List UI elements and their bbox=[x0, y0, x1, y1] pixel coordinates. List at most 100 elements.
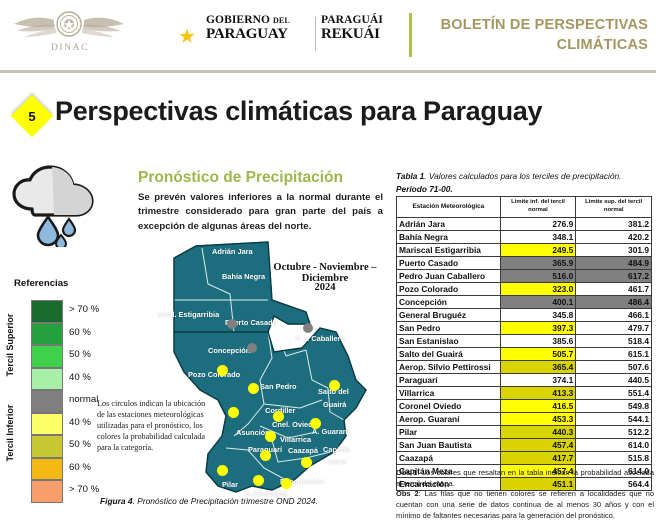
header-rule bbox=[0, 70, 656, 73]
observation-1-label: Obs 1 bbox=[396, 468, 418, 477]
cell-upper-limit: 461.7 bbox=[575, 281, 652, 296]
legend-swatch bbox=[31, 390, 63, 413]
table-row: Pedro Juan Caballero 516.0 617.2 bbox=[396, 268, 652, 283]
cell-station-name: Caazapá bbox=[396, 450, 501, 465]
tercile-values-table: Estación Meteorológica Limite inf. del t… bbox=[396, 196, 652, 491]
figure-caption-text: . Pronóstico de Precipitación trimestre … bbox=[132, 496, 318, 506]
table-row: San Juan Bautista 457.4 614.0 bbox=[396, 437, 652, 452]
cell-station-name: Encarnación bbox=[396, 476, 501, 491]
map-station-dot bbox=[247, 343, 257, 353]
paraguay-word: PARAGUAY bbox=[206, 26, 288, 42]
map-station-dot bbox=[247, 382, 259, 394]
cell-lower-limit: 365.9 bbox=[499, 255, 577, 270]
cell-station-name: Mariscal Estigarribia bbox=[396, 242, 501, 257]
map-station-label: Meza bbox=[328, 457, 347, 466]
map-station-label: Villarrica bbox=[280, 435, 312, 444]
legend-swatch bbox=[31, 322, 63, 345]
column-header-station: Estación Meteorológica bbox=[396, 196, 501, 218]
cell-station-name: Pedro Juan Caballero bbox=[396, 268, 501, 283]
table-row: Puerto Casado 365.9 484.9 bbox=[396, 255, 652, 270]
table-row: Bahía Negra 348.1 420.2 bbox=[396, 229, 652, 244]
table-row: Villarrica 413.3 551.4 bbox=[396, 385, 652, 400]
legend-item: 50 % bbox=[31, 345, 111, 368]
map-station-label: Adrián Jara bbox=[212, 247, 253, 256]
cell-upper-limit: 617.2 bbox=[575, 268, 652, 283]
map-station-dot bbox=[303, 323, 313, 333]
map-station-label: Bahía Negra bbox=[222, 272, 266, 281]
column-header-upper-limit: Limite sup. del tercil normal bbox=[575, 196, 652, 218]
figure-caption: Figura 4. Pronóstico de Precipitación tr… bbox=[100, 496, 390, 506]
observation-1: Obs 1: Los colores que resaltan en la ta… bbox=[396, 468, 654, 489]
cell-station-name: Paraguarí bbox=[396, 372, 501, 387]
cell-lower-limit: 276.9 bbox=[499, 216, 577, 231]
table-header-row: Estación Meteorológica Limite inf. del t… bbox=[396, 196, 652, 218]
map-station-label: Encarnación bbox=[280, 477, 325, 486]
cell-upper-limit: 564.4 bbox=[575, 476, 652, 491]
cell-upper-limit: 466.1 bbox=[575, 307, 652, 322]
cell-lower-limit: 417.7 bbox=[499, 450, 577, 465]
del-word: DEL bbox=[273, 16, 290, 25]
table-head: Estación Meteorológica Limite inf. del t… bbox=[396, 196, 652, 218]
cell-lower-limit: 374.1 bbox=[499, 372, 577, 387]
table-row: Encarnación 451.1 564.4 bbox=[396, 476, 652, 491]
map-station-dot bbox=[300, 456, 312, 468]
map-station-dot bbox=[328, 379, 340, 391]
table-period: Periodo 71-00. bbox=[396, 183, 453, 194]
cell-upper-limit: 301.9 bbox=[575, 242, 652, 257]
legend-swatch bbox=[31, 345, 63, 368]
cell-station-name: Pilar bbox=[396, 424, 501, 439]
legend-swatch bbox=[31, 412, 63, 435]
map-station-dot bbox=[227, 319, 237, 329]
cell-lower-limit: 451.1 bbox=[499, 476, 577, 491]
cell-upper-limit: 381.2 bbox=[575, 216, 652, 231]
legend-item: 60 % bbox=[31, 322, 111, 345]
cell-lower-limit: 323.0 bbox=[499, 281, 577, 296]
table-observations: Obs 1: Los colores que resaltan en la ta… bbox=[396, 468, 654, 521]
legend-item: 40 % bbox=[31, 412, 111, 435]
legend-item-label: 60 % bbox=[69, 326, 91, 338]
bulletin-title: BOLETÍN DE PERSPECTIVAS CLIMÁTICAS bbox=[440, 17, 648, 53]
paraguai-word: PARAGUÁI bbox=[321, 14, 383, 26]
observation-1-text: : Los colores que resaltan en la tabla i… bbox=[396, 468, 655, 488]
cell-station-name: Villarrica bbox=[396, 385, 501, 400]
map-station-label: Caazapá bbox=[288, 446, 318, 455]
table-caption-text: . Valores calculados para los terciles d… bbox=[424, 171, 622, 181]
legend-item-label: > 70 % bbox=[69, 304, 100, 315]
legend-item-label: 50 % bbox=[69, 439, 91, 450]
legend-item-label: > 70 % bbox=[69, 484, 100, 495]
cell-station-name: Bahía Negra bbox=[396, 229, 501, 244]
map-note-text: Los circulos indican la ubicación de las… bbox=[97, 399, 206, 453]
cell-lower-limit: 345.8 bbox=[499, 307, 577, 322]
map-station-label: S.J.Bautista bbox=[245, 489, 288, 498]
section-number: 5 bbox=[28, 108, 36, 124]
cell-station-name: Adrián Jara bbox=[396, 216, 501, 231]
legend-item-label: normal bbox=[69, 394, 99, 405]
map-station-label: Cnel. Oviedo bbox=[272, 420, 318, 429]
header-divider bbox=[409, 13, 412, 57]
page-header: DINAC GOBIERNO DEL PARAGUAY PARAGUÁI REK… bbox=[0, 0, 656, 73]
map-station-label: Mcal. Estigarribia bbox=[158, 310, 220, 319]
map-station-label: Asunción bbox=[236, 428, 270, 437]
legend-item: 50 % bbox=[31, 435, 111, 458]
cell-upper-limit: 549.8 bbox=[575, 398, 652, 413]
legend-title: Referencias bbox=[14, 278, 69, 289]
cell-station-name: Coronel Oviedo bbox=[396, 398, 501, 413]
paraguay-map-shape bbox=[173, 241, 367, 493]
map-station-dot bbox=[216, 464, 228, 476]
legend-item-label: 40 % bbox=[69, 371, 91, 383]
legend-item: > 70 % bbox=[31, 300, 111, 323]
table-row: Paraguarí 374.1 440.5 bbox=[396, 372, 652, 387]
forecast-heading: Pronóstico de Precipitación bbox=[138, 169, 343, 186]
cell-lower-limit: 416.5 bbox=[499, 398, 577, 413]
cell-lower-limit: 385.6 bbox=[499, 333, 577, 348]
cell-lower-limit: 249.5 bbox=[499, 242, 577, 257]
cell-upper-limit: 614.0 bbox=[575, 437, 652, 452]
gobierno-word: GOBIERNO bbox=[206, 14, 271, 26]
rekuai-word: REKUÁI bbox=[321, 26, 380, 42]
cell-upper-limit: 420.2 bbox=[575, 229, 652, 244]
map-station-label: Salto del bbox=[318, 387, 349, 396]
cell-station-name: San Estanislao bbox=[396, 333, 501, 348]
map-station-label: P. J. Caballero bbox=[295, 334, 345, 343]
legend-axis-lower: Tercil Inferior bbox=[5, 404, 15, 462]
observation-2-label: Obs 2 bbox=[396, 489, 419, 499]
